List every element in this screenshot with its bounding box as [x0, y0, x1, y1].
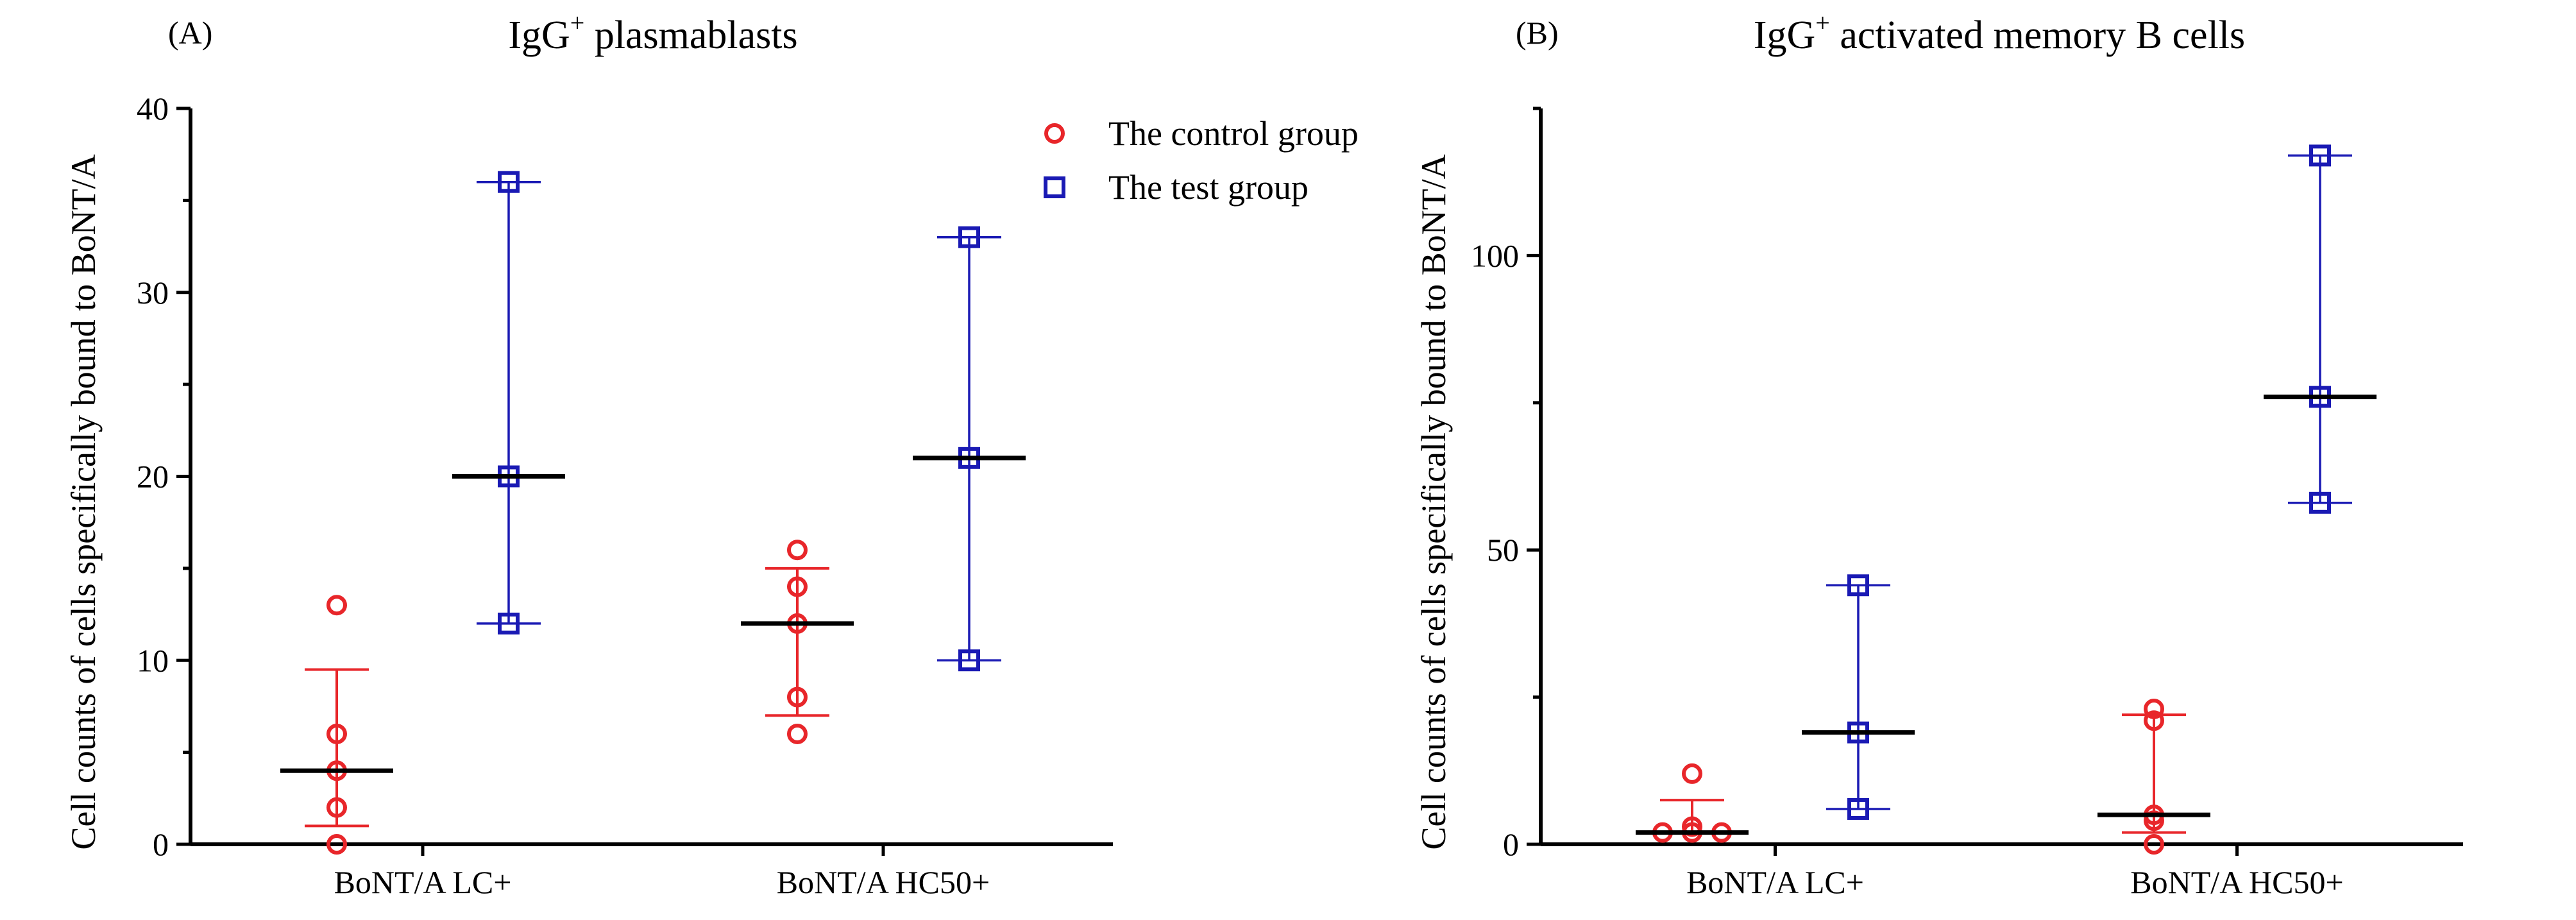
data-point-circle [326, 595, 347, 616]
legend-label: The test group [1108, 168, 1309, 207]
test-group-hc50 [913, 226, 1026, 672]
x-tick-label: BoNT/A HC50+ [2130, 864, 2343, 900]
data-point-square [958, 649, 980, 672]
data-point-square [498, 612, 520, 635]
y-axis-label: Cell counts of cells specifically bound … [1414, 154, 1453, 849]
data-point-circle [2144, 834, 2164, 855]
data-point-circle [2144, 698, 2164, 719]
legend-marker-square [1044, 176, 1065, 198]
y-tick-label: 0 [153, 826, 169, 862]
data-point-square [1847, 797, 1869, 820]
y-tick-label: 10 [137, 642, 169, 678]
y-tick-label: 40 [137, 90, 169, 126]
data-point-circle [1682, 763, 1702, 784]
data-point-circle [326, 834, 347, 855]
data-point-square [958, 226, 980, 248]
control-group-hc50 [2097, 698, 2210, 855]
data-point-square [2309, 491, 2331, 514]
data-point-circle [2144, 710, 2164, 731]
title-superscript: + [1815, 8, 1830, 37]
chart-title: IgG+ activated memory B cells [1754, 8, 2245, 57]
x-tick-label: BoNT/A LC+ [1686, 864, 1864, 900]
y-tick-label: 50 [1487, 532, 1519, 568]
y-tick-label: 30 [137, 275, 169, 311]
legend-label: The control group [1108, 114, 1359, 153]
data-point-square [498, 171, 520, 193]
title-suffix: activated memory B cells [1830, 13, 2245, 57]
panel-label: (A) [168, 15, 212, 51]
control-group-lc [280, 595, 393, 855]
panel-label: (B) [1516, 15, 1559, 51]
y-tick-label: 100 [1471, 237, 1519, 273]
data-point-square [2309, 144, 2331, 167]
data-point-circle [787, 576, 808, 597]
title-suffix: plasmablasts [584, 13, 797, 57]
test-group-lc [1802, 574, 1915, 820]
control-group-lc [1636, 763, 1749, 843]
legend-marker-circle [1044, 123, 1065, 144]
y-tick-label: 0 [1503, 826, 1519, 862]
title-prefix: IgG [508, 13, 570, 57]
test-group-lc [452, 171, 565, 635]
panel-a: (A) IgG+ plasmablasts Cell counts of cells… [64, 8, 1359, 900]
data-point-circle [787, 686, 808, 708]
data-point-circle [2144, 810, 2164, 831]
title-prefix: IgG [1754, 13, 1815, 57]
data-point-circle [326, 797, 347, 818]
data-point-circle [326, 723, 347, 744]
y-axis-label: Cell counts of cells specifically bound … [64, 154, 103, 849]
legend: The control group The test group [1044, 114, 1359, 207]
panel-b: (B) IgG+ activated memory B cells Cell cou… [1414, 8, 2463, 900]
test-group-hc50 [2264, 144, 2377, 514]
control-group-hc50 [741, 540, 854, 744]
x-tick-label: BoNT/A HC50+ [777, 864, 990, 900]
data-point-circle [787, 723, 808, 744]
x-tick-label: BoNT/A LC+ [334, 864, 512, 900]
y-tick-label: 20 [137, 459, 169, 495]
title-superscript: + [570, 8, 585, 37]
chart-title: IgG+ plasmablasts [508, 8, 797, 57]
data-point-square [1847, 574, 1869, 597]
data-point-circle [787, 540, 808, 561]
